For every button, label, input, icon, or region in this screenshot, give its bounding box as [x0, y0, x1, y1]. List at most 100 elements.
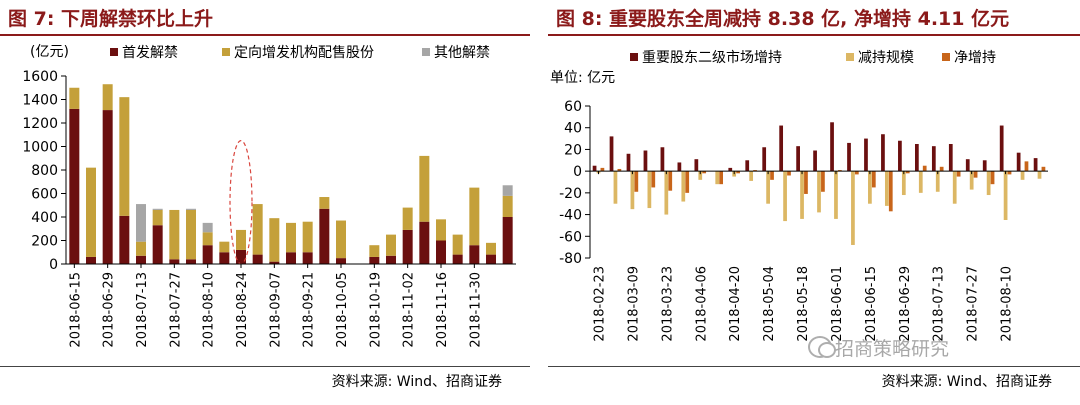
left-x-tick-label: 2018-10-05: [335, 272, 350, 348]
left-x-tick-label: 2018-08-24: [235, 272, 250, 348]
right-bar: [969, 171, 974, 190]
left-bar-segment: [502, 217, 513, 264]
right-x-tick-label: 2018-06-15: [864, 266, 879, 342]
right-bar: [1033, 158, 1038, 172]
right-bar: [990, 171, 995, 185]
right-bar: [753, 170, 757, 172]
right-bar: [914, 144, 919, 172]
right-bar: [647, 171, 652, 209]
right-legend-swatch: [630, 53, 638, 61]
right-bar: [804, 171, 808, 194]
left-legend-swatch: [222, 48, 230, 56]
left-bar-segment: [469, 187, 480, 246]
right-bar: [817, 171, 821, 213]
right-bar: [986, 171, 991, 196]
right-bar: [952, 171, 957, 204]
right-x-tick-label: 2018-03-09: [626, 266, 641, 342]
right-bar: [677, 162, 682, 172]
left-bar-segment: [302, 252, 313, 264]
left-bar-segment: [269, 261, 280, 264]
left-bar-segment: [186, 209, 196, 260]
left-bar-segment: [286, 222, 296, 253]
right-bar: [868, 171, 872, 204]
left-bar-segment: [486, 254, 496, 264]
right-bar: [830, 122, 834, 172]
right-bar: [922, 165, 927, 172]
left-x-tick-label: 2018-10-19: [368, 272, 383, 348]
right-bar: [681, 171, 686, 202]
left-y-tick-label: 0: [49, 257, 58, 273]
right-bar: [918, 171, 923, 193]
right-bar: [762, 147, 767, 172]
right-x-tick-label: 2018-02-23: [592, 266, 607, 342]
right-bar: [939, 166, 944, 172]
right-y-tick-label: -20: [559, 186, 582, 202]
right-title-rule: [548, 34, 1080, 36]
right-x-tick-label: 2018-07-27: [966, 266, 981, 342]
right-bar: [965, 159, 970, 172]
right-bar: [685, 171, 690, 193]
right-bar: [715, 171, 720, 185]
left-x-tick-label: 2018-06-15: [68, 272, 83, 348]
right-bar: [935, 171, 940, 192]
left-x-tick-label: 2018-11-30: [468, 272, 483, 348]
right-x-tick-label: 2018-08-10: [1000, 266, 1015, 342]
right-bar: [982, 160, 987, 172]
left-bar-segment: [502, 195, 513, 217]
left-legend-swatch: [110, 48, 118, 56]
right-bar: [698, 171, 703, 180]
left-bar-segment: [269, 218, 280, 262]
right-bar: [888, 171, 893, 212]
right-chart-title: 图 8: 重要股东全周减持 8.38 亿, 净增持 4.11 亿元: [556, 8, 1010, 30]
right-bar: [736, 171, 740, 174]
right-bar: [1016, 152, 1021, 172]
right-bar: [634, 171, 639, 192]
left-bar-segment: [369, 256, 380, 264]
left-legend-label: 其他解禁: [434, 45, 490, 61]
right-bar: [838, 170, 842, 172]
right-x-tick-label: 2018-06-01: [830, 266, 845, 342]
right-bar: [749, 171, 754, 181]
left-x-tick-label: 2018-07-13: [135, 272, 150, 348]
right-x-tick-label: 2018-05-04: [762, 266, 777, 342]
left-bar-segment: [86, 256, 96, 264]
left-bar-segment: [336, 220, 346, 259]
left-y-tick-label: 1200: [22, 116, 58, 132]
left-x-tick-label: 2018-09-07: [268, 272, 283, 348]
right-chart-source: 资料来源: Wind、招商证券: [881, 374, 1052, 390]
right-bar: [821, 171, 825, 192]
right-bar: [834, 171, 838, 219]
right-bar: [796, 146, 800, 172]
right-bar: [931, 146, 936, 172]
left-y-tick-label: 1000: [22, 140, 58, 156]
right-bar: [626, 153, 631, 172]
right-bar: [1041, 166, 1046, 172]
right-bar: [613, 171, 618, 204]
right-bar: [702, 171, 707, 174]
left-bar-segment: [219, 252, 230, 264]
left-bar-segment: [452, 254, 463, 264]
left-bar-segment: [69, 87, 80, 109]
right-y-tick-label: -80: [559, 251, 582, 267]
right-bar: [660, 147, 665, 172]
left-bar-segment: [202, 232, 213, 246]
left-bar-segment: [169, 259, 180, 264]
left-x-tick-label: 2018-08-10: [202, 272, 217, 348]
left-bar-segment: [336, 258, 346, 264]
right-bar: [766, 171, 770, 204]
left-bar-segment: [319, 197, 330, 209]
left-bar-segment: [152, 225, 163, 264]
wechat-icon: [808, 336, 836, 358]
left-bar-segment: [452, 234, 463, 255]
left-bar-segment: [236, 249, 246, 264]
right-y-tick-label: 40: [564, 121, 582, 137]
right-bar: [800, 171, 804, 219]
left-bar-segment: [69, 108, 80, 265]
left-source-rule: [0, 366, 530, 367]
left-bar-segment: [419, 221, 430, 264]
left-bar-segment: [386, 255, 396, 264]
right-x-tick-label: 2018-03-23: [660, 266, 675, 342]
left-bar-segment: [369, 245, 380, 257]
left-y-tick-label: 600: [31, 187, 58, 203]
right-bar: [847, 142, 851, 172]
